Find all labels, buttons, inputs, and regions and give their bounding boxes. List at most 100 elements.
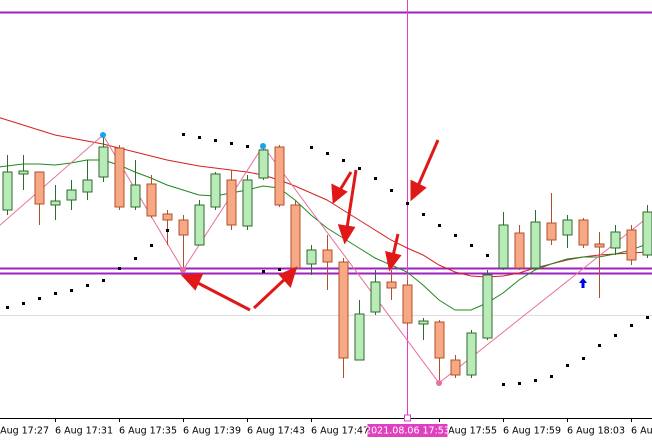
candle-body: [370, 281, 381, 313]
sar-dot: [358, 167, 361, 170]
sar-dot: [646, 316, 649, 319]
candle-body: [354, 313, 365, 361]
candle-body: [322, 249, 333, 263]
arrow: [391, 233, 400, 257]
sar-dot: [278, 268, 281, 271]
x-tick-label: 6 Aug 17:31: [55, 426, 113, 437]
sar-dot: [502, 383, 505, 386]
sar-dot: [310, 146, 313, 149]
sar-dot: [150, 244, 153, 247]
candle-body: [466, 332, 477, 376]
candle-body: [290, 204, 301, 269]
candle-body: [114, 147, 125, 208]
sar-dot: [214, 139, 217, 142]
x-tick-label: 6 Aug 18:03: [567, 426, 625, 437]
arrowhead: [278, 266, 298, 288]
candle-body: [530, 221, 541, 269]
candle-body: [210, 173, 221, 208]
x-tick-label: 6 Aug 17:47: [311, 426, 369, 437]
candle-body: [498, 224, 509, 269]
x-tick-label: 6 Aug 18:07: [631, 426, 652, 437]
arrowhead: [180, 273, 204, 291]
sar-dot: [438, 224, 441, 227]
candle-body: [34, 171, 45, 205]
sar-dot: [54, 292, 57, 295]
crosshair-axis-marker: [404, 414, 411, 422]
candle-body: [402, 284, 413, 324]
arrow: [345, 169, 358, 229]
sar-dot: [22, 302, 25, 305]
sar-dot: [582, 357, 585, 360]
x-tick-label: 6 Aug 17:43: [247, 426, 305, 437]
candle-body: [306, 249, 317, 265]
sar-dot: [182, 133, 185, 136]
candle-body: [418, 320, 429, 325]
candle-body: [50, 200, 61, 206]
crosshair-label-box: [367, 424, 448, 437]
sar-dot: [166, 229, 169, 232]
sar-dot: [486, 254, 489, 257]
candle-body: [546, 222, 557, 241]
sar-dot: [246, 145, 249, 148]
sar-dot: [390, 189, 393, 192]
candle-body: [642, 211, 652, 256]
pivot-marker: [180, 267, 186, 273]
sar-dot: [534, 379, 537, 382]
sar-dot: [630, 324, 633, 327]
sar-dot: [614, 334, 617, 337]
candle-body: [98, 146, 109, 178]
candle-body: [626, 229, 637, 261]
candle-body: [610, 231, 621, 249]
sar-dot: [518, 382, 521, 385]
candle-body: [146, 183, 157, 217]
plot: [0, 0, 652, 418]
x-tick-label: 6 Aug 17:35: [119, 426, 177, 437]
candle-body: [274, 146, 285, 206]
candle-body: [178, 219, 189, 236]
sar-dot: [598, 344, 601, 347]
arrowhead: [331, 183, 348, 205]
candle-body: [226, 179, 237, 226]
arrowhead: [410, 179, 427, 202]
sar-dot: [550, 375, 553, 378]
sar-dot: [342, 159, 345, 162]
candle-body: [194, 204, 205, 246]
arrowhead: [385, 250, 402, 272]
sar-dot: [470, 244, 473, 247]
sar-dot: [422, 213, 425, 216]
candle-body: [594, 243, 605, 248]
candle-body: [562, 219, 573, 236]
candle-body: [130, 184, 141, 208]
sar-dot: [406, 202, 409, 205]
candle-body: [2, 171, 13, 211]
candle-body: [386, 281, 397, 289]
x-tick-label: 6 Aug 17:27: [0, 426, 49, 437]
sar-dot: [454, 234, 457, 237]
arrow: [195, 280, 251, 312]
signal-arrow: [579, 278, 587, 288]
crosshair-label: 2021.08.06 17:53: [365, 426, 450, 437]
x-tick-label: 6 Aug 17:55: [439, 426, 497, 437]
candle-body: [82, 179, 93, 193]
x-tick-label: 6 Aug 17:39: [183, 426, 241, 437]
candle-body: [258, 149, 269, 179]
arrow: [338, 171, 353, 191]
candle-body: [482, 274, 493, 339]
candle-body: [18, 170, 29, 175]
sar-dot: [262, 270, 265, 273]
arrow: [416, 139, 440, 187]
pivot-marker: [100, 132, 106, 138]
sar-dot: [6, 306, 9, 309]
candle-body: [66, 189, 77, 201]
candle-body: [514, 232, 525, 269]
x-tick-label: 6 Aug 17:59: [503, 426, 561, 437]
sar-dot: [118, 267, 121, 270]
candle-body: [162, 213, 173, 221]
sar-dot: [38, 297, 41, 300]
sar-dot: [70, 289, 73, 292]
pivot-marker: [260, 143, 266, 149]
sar-dot: [102, 279, 105, 282]
